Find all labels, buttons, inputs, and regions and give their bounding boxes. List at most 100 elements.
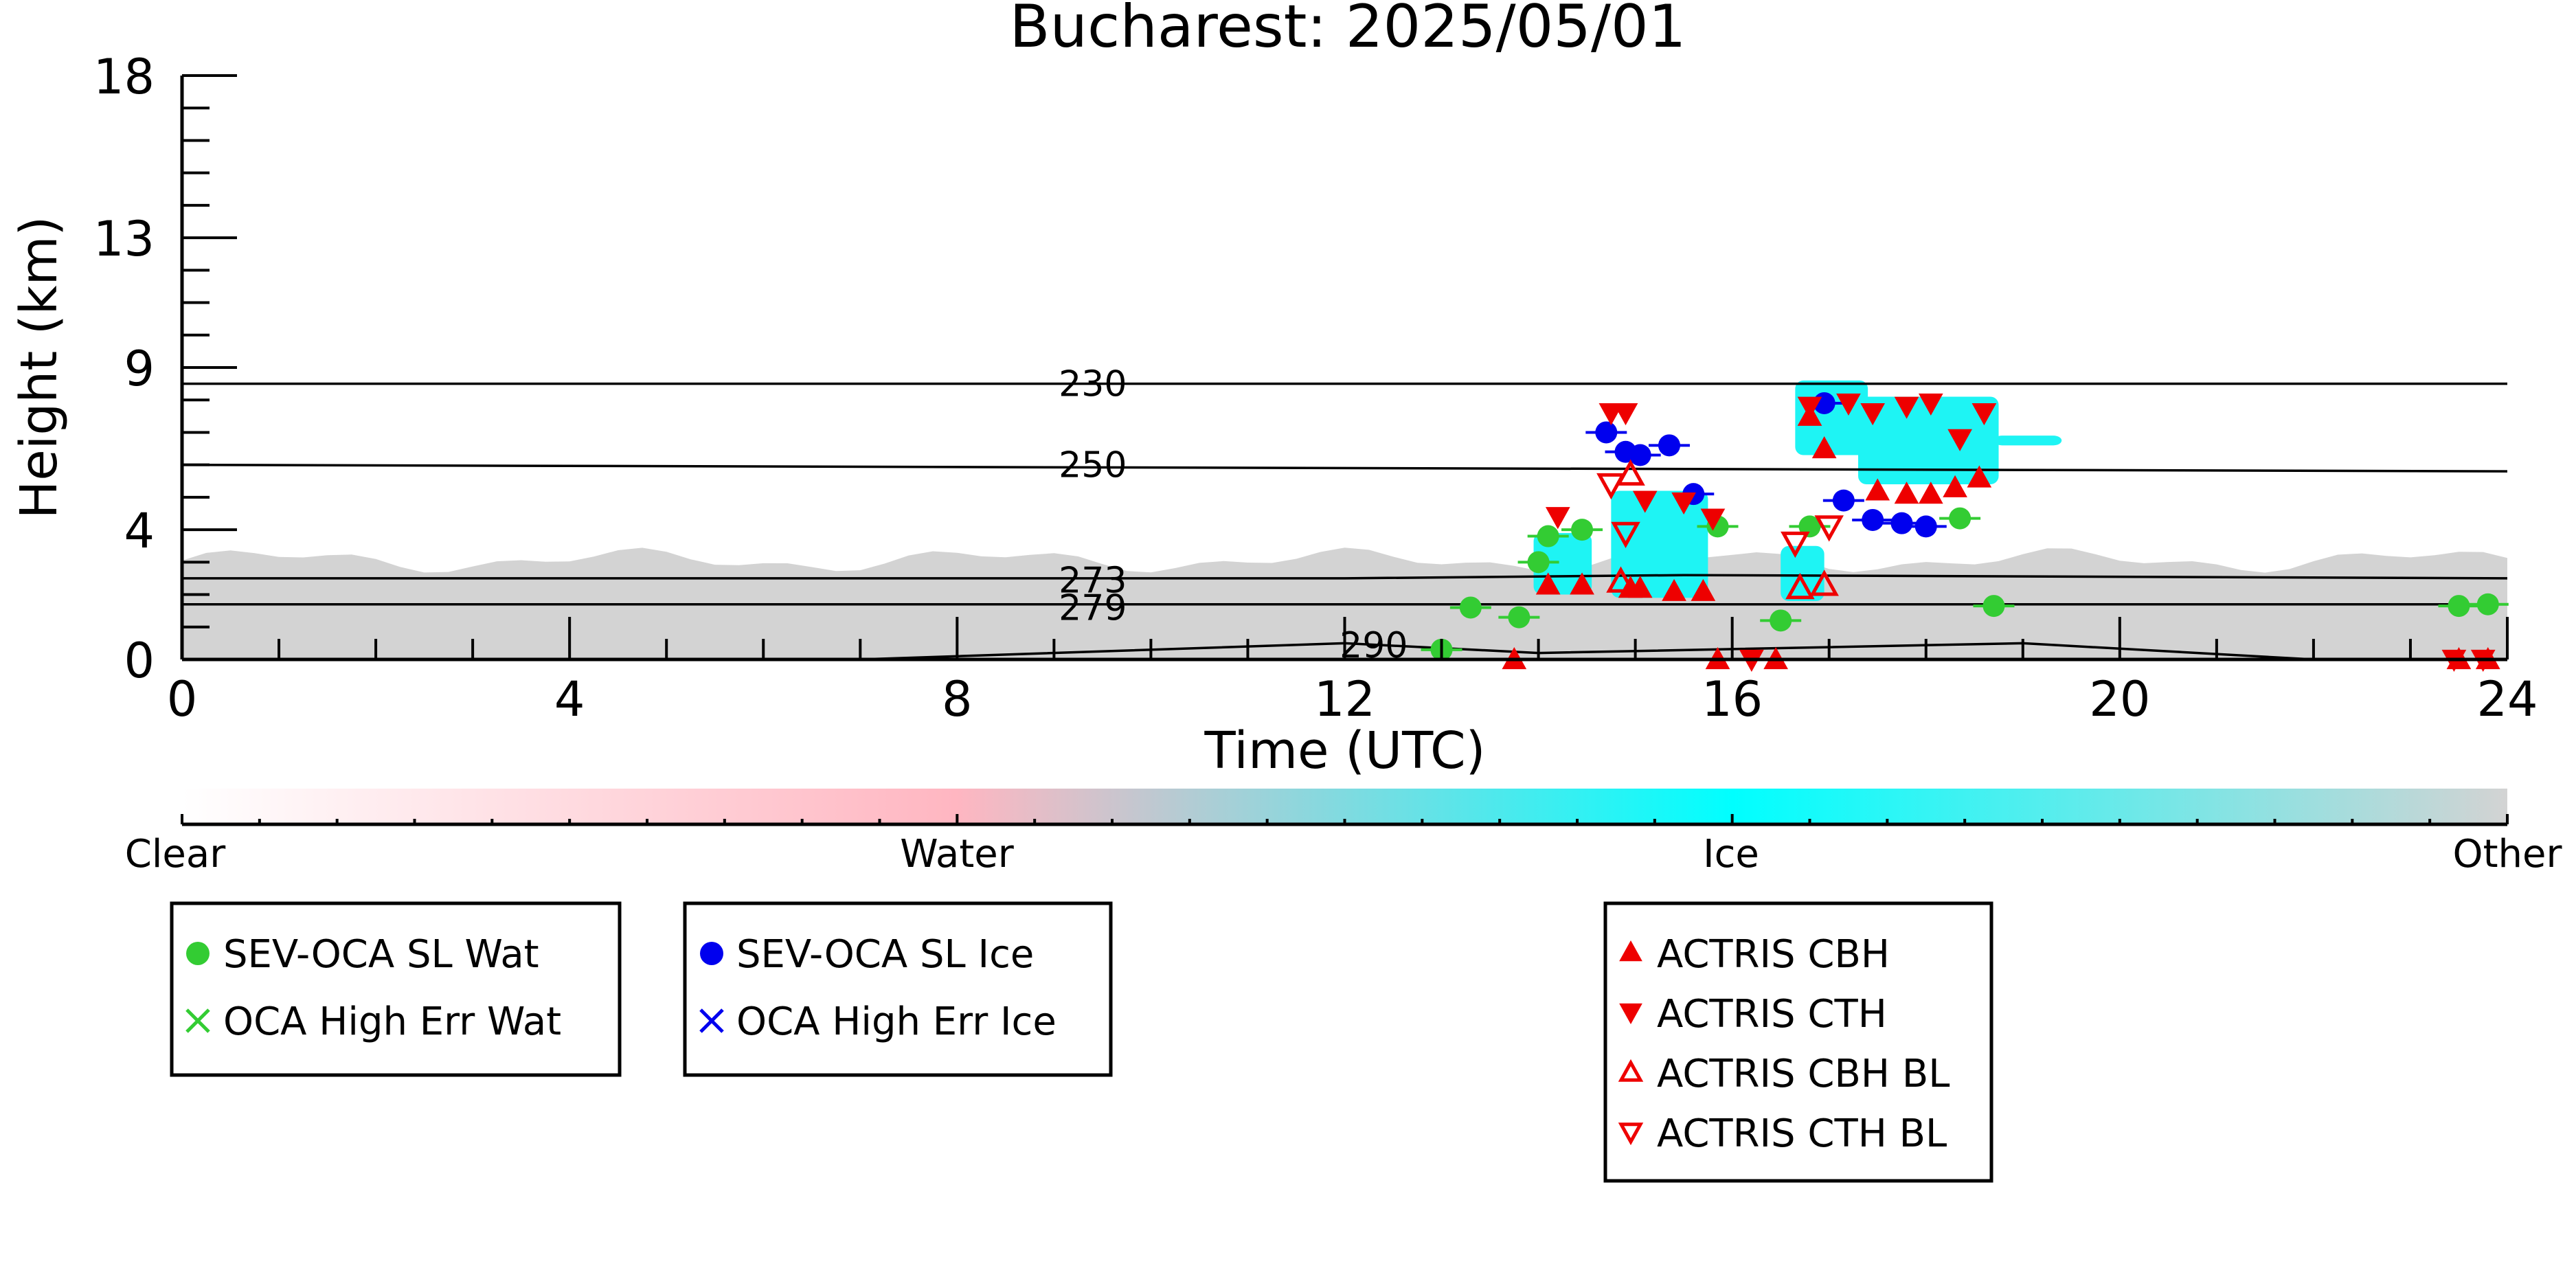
y-tick-label: 0 xyxy=(124,633,155,689)
data-point xyxy=(1658,434,1680,457)
axis-ticks: 0 4 8 12 16 20 24 0 4 9 13 18 xyxy=(93,49,2538,727)
colorbar: Clear Water Ice Other xyxy=(125,789,2562,877)
legend-label-actris-cth-bl: ACTRIS CTH BL xyxy=(1657,1111,1947,1156)
data-point xyxy=(1459,596,1482,619)
data-point xyxy=(1943,475,1967,497)
contour-label-279: 279 xyxy=(1059,587,1127,629)
legend-label-actris-cbh-bl: ACTRIS CBH BL xyxy=(1657,1052,1950,1096)
x-tick-label: 4 xyxy=(554,671,585,727)
data-point xyxy=(1894,396,1919,419)
data-point xyxy=(1894,482,1919,504)
legend-marker-triangle-up xyxy=(1619,940,1642,962)
x-tick-label: 12 xyxy=(1314,671,1375,727)
data-point xyxy=(1832,489,1855,512)
legend-marker-x-green xyxy=(185,1008,210,1033)
colorbar-ticks xyxy=(181,814,2509,824)
data-point xyxy=(1785,572,1815,600)
data-point xyxy=(1671,492,1696,515)
data-point xyxy=(1535,572,1561,595)
legend-marker-circle-blue xyxy=(700,942,723,965)
colorbar-label-water: Water xyxy=(900,832,1015,877)
data-point xyxy=(1629,444,1651,466)
data-point xyxy=(1537,525,1559,547)
legend-water-box xyxy=(170,901,622,1077)
data-point xyxy=(1862,508,1884,531)
data-point xyxy=(1860,403,1886,426)
data-point xyxy=(1662,578,1686,601)
data-point xyxy=(1596,473,1626,500)
data-point xyxy=(1571,519,1594,541)
colorbar-label-ice: Ice xyxy=(1703,832,1759,877)
contour-label-250: 250 xyxy=(1059,445,1127,486)
data-point xyxy=(1811,436,1837,459)
data-point xyxy=(1691,578,1716,601)
legends: SEV-OCA SL Wat OCA High Err Wat SEV-OCA … xyxy=(170,901,1993,1183)
data-point xyxy=(1865,478,1890,501)
data-point xyxy=(2476,593,2499,615)
y-tick-label: 13 xyxy=(93,211,155,267)
data-point xyxy=(1700,508,1726,531)
contour-line-273 xyxy=(182,574,2508,580)
y-tick-label: 18 xyxy=(93,49,155,105)
series-actris-cth xyxy=(1545,393,2496,673)
data-point xyxy=(2448,595,2470,618)
data-point xyxy=(1595,421,1618,444)
legend-marker-x-blue-stroke xyxy=(699,1008,724,1033)
data-point xyxy=(1918,482,1943,504)
contour-line-250 xyxy=(181,463,2508,473)
data-point xyxy=(1527,551,1550,574)
y-axis-label: Height (km) xyxy=(10,216,69,519)
ice-cloud-area xyxy=(1611,490,1708,598)
legend-marker-triangle-down-open xyxy=(1618,1122,1644,1146)
data-point xyxy=(1914,515,1937,538)
data-point xyxy=(1918,393,1943,416)
series-actris-cth-bl xyxy=(1596,473,1844,558)
legend-label-sev-oca-sl-ice: SEV-OCA SL Ice xyxy=(736,932,1034,977)
legend-marker-x-blue xyxy=(699,1008,724,1033)
x-tick-label: 0 xyxy=(167,671,198,727)
series-actris-cbh-bl xyxy=(1606,459,1839,600)
legend-ice: SEV-OCA SL Ice OCA High Err Ice xyxy=(683,901,1113,1077)
data-point xyxy=(1508,606,1530,629)
ice-cloud-area xyxy=(1993,436,2062,446)
contour-label-273: 273 xyxy=(1059,560,1127,601)
legend-marker-circle-green xyxy=(186,942,210,965)
colorbar-gradient xyxy=(182,789,2507,824)
data-point xyxy=(1613,403,1638,426)
legend-marker-triangle-down xyxy=(1619,1003,1642,1025)
data-point xyxy=(1611,521,1640,548)
data-point xyxy=(1809,569,1839,596)
colorbar-label-other: Other xyxy=(2452,832,2562,877)
data-point xyxy=(1982,595,2005,618)
data-point xyxy=(1890,512,1913,534)
legend-water: SEV-OCA SL Wat OCA High Err Wat xyxy=(170,901,622,1077)
legend-label-actris-cbh: ACTRIS CBH xyxy=(1657,932,1890,977)
x-tick-label: 24 xyxy=(2476,671,2538,727)
ice-cloud-area xyxy=(1858,396,1999,484)
x-tick-label: 8 xyxy=(942,671,973,727)
legend-actris: ACTRIS CBH ACTRIS CTH ACTRIS CBH BL ACTR… xyxy=(1603,901,1993,1183)
colorbar-label-clear: Clear xyxy=(125,832,226,877)
data-point xyxy=(1570,572,1594,595)
chart-title: Bucharest: 2025/05/01 xyxy=(1010,0,1686,61)
legend-label-oca-high-err-ice: OCA High Err Ice xyxy=(736,999,1057,1044)
data-point xyxy=(1947,429,1972,451)
legend-marker-triangle-up-open xyxy=(1618,1059,1644,1082)
legend-label-actris-cth: ACTRIS CTH xyxy=(1657,992,1887,1037)
ice-cloud-area xyxy=(1781,545,1824,601)
data-point xyxy=(1971,403,1997,426)
data-point xyxy=(1770,609,1792,632)
data-point xyxy=(1814,515,1844,542)
legend-marker-x-green-stroke xyxy=(185,1008,210,1033)
legend-actris-box xyxy=(1603,901,1993,1183)
contour-label-230: 230 xyxy=(1059,364,1127,405)
data-point xyxy=(1632,490,1658,513)
x-tick-label: 20 xyxy=(2089,671,2150,727)
data-point xyxy=(1967,465,1992,488)
data-point xyxy=(1545,507,1570,530)
legend-label-sev-oca-sl-wat: SEV-OCA SL Wat xyxy=(223,932,539,977)
data-point xyxy=(1949,507,1971,530)
data-point xyxy=(1606,566,1636,593)
